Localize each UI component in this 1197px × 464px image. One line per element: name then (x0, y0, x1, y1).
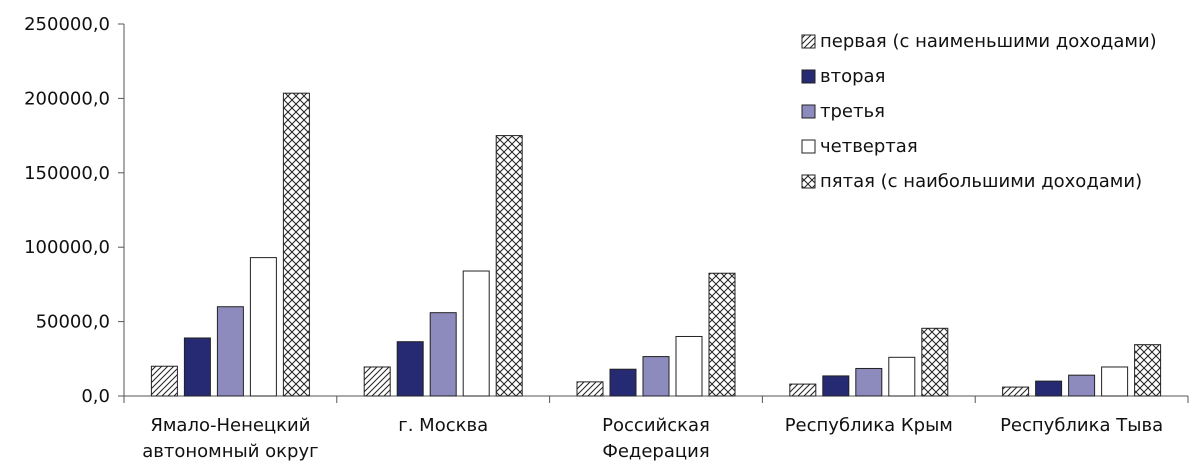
bar (495, 135, 523, 397)
legend-label: пятая (с наибольшими доходами) (820, 171, 1142, 192)
legend-label: первая (с наименьшими доходами) (820, 31, 1157, 52)
category-label: Российская (602, 415, 710, 436)
y-tick-label: 150000,0 (24, 163, 110, 184)
y-tick-label: 50000,0 (36, 312, 110, 333)
legend-label: третья (820, 101, 885, 122)
y-tick-label: 0,0 (81, 386, 110, 407)
bar (1035, 380, 1063, 397)
bar (150, 365, 178, 397)
legend-swatch (801, 139, 816, 154)
bar (1134, 344, 1162, 397)
bar (708, 272, 736, 397)
category-label: Республика Крым (785, 415, 953, 436)
bar (1101, 366, 1129, 397)
bar (855, 367, 883, 397)
bar (642, 356, 670, 397)
bar (1002, 386, 1030, 397)
bar (789, 383, 817, 397)
bar (888, 356, 916, 397)
legend-swatch (801, 104, 816, 119)
bar (822, 375, 850, 397)
legend-swatch (801, 174, 816, 189)
category-label: Ямало-Ненецкий (150, 415, 310, 436)
bar (282, 92, 310, 397)
legend-swatch (801, 69, 816, 84)
bar (216, 306, 244, 397)
bar (396, 341, 424, 397)
bar (576, 381, 604, 397)
bar (462, 270, 490, 397)
bar (675, 335, 703, 397)
category-label: Республика Тыва (1000, 415, 1163, 436)
bars (150, 92, 1162, 397)
legend-label: четвертая (820, 136, 918, 157)
legend: первая (с наименьшими доходами) вторая тре… (801, 31, 1157, 192)
bar (363, 366, 391, 397)
axes: 0,0 50000,0 100000,0 150000,0 200000,0 250000… (24, 14, 1189, 462)
category-label: г. Москва (398, 415, 488, 436)
y-tick-label: 250000,0 (24, 14, 110, 35)
bar (1068, 374, 1096, 397)
y-tick-label: 200000,0 (24, 88, 110, 109)
category-label: автономный округ (142, 441, 318, 462)
bar (183, 337, 211, 397)
y-tick-label: 100000,0 (24, 237, 110, 258)
bar (921, 327, 949, 397)
category-label: Федерация (602, 441, 709, 462)
bar (429, 312, 457, 397)
bar (249, 257, 277, 397)
bar (609, 368, 637, 397)
legend-swatch (801, 34, 816, 49)
legend-label: вторая (820, 66, 885, 87)
